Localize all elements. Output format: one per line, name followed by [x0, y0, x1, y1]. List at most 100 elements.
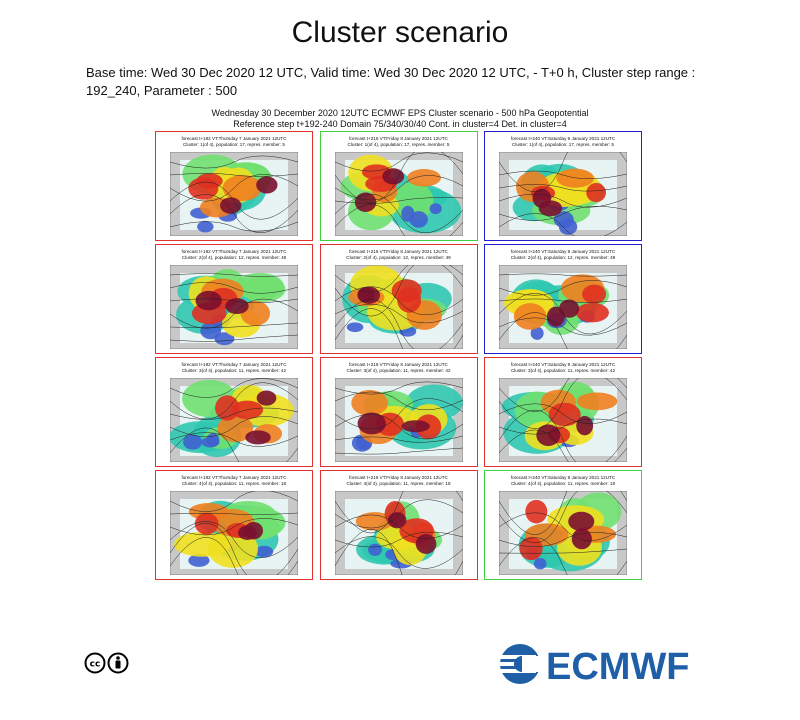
field-shading — [222, 175, 262, 202]
field-shading — [238, 525, 257, 540]
contour — [170, 432, 298, 447]
cluster-panel: forecast t+192 VT:Thursday 7 January 202… — [155, 131, 313, 241]
contour — [170, 194, 298, 233]
panel-caption: forecast t+192 VT:Thursday 7 January 202… — [181, 136, 287, 141]
contour — [170, 298, 298, 303]
contour — [170, 378, 298, 398]
forecast-map — [334, 378, 463, 462]
contour — [499, 512, 627, 541]
contour — [170, 512, 298, 515]
field-shading — [256, 176, 278, 194]
field-shading — [235, 272, 284, 300]
ecmwf-logo: ECMWF — [498, 644, 690, 688]
contour — [170, 181, 298, 220]
contour — [499, 280, 627, 296]
field-shading — [183, 434, 203, 450]
contour — [170, 416, 298, 437]
field-shading — [408, 211, 428, 228]
panel-caption: Cluster: 2(of 4), population: 12, repres… — [510, 255, 616, 260]
field-shading — [256, 390, 277, 406]
field-shading — [350, 390, 388, 416]
field-shading — [582, 284, 607, 304]
contour — [499, 213, 627, 236]
forecast-map — [499, 265, 627, 349]
panel-caption: Cluster: 1(of 4), population: 17, repres… — [512, 142, 614, 147]
contour — [499, 491, 627, 535]
contour — [334, 152, 463, 172]
panel-caption: forecast t+192 VT:Thursday 7 January 202… — [181, 475, 287, 480]
field-shading — [533, 558, 547, 570]
panel-caption: forecast t+240 VT:Saturday 9 January 202… — [510, 136, 616, 141]
field-shading — [548, 402, 581, 427]
figure-title: Wednesday 30 December 2020 12UTC ECMWF E… — [211, 108, 589, 118]
forecast-map — [334, 265, 463, 349]
field-shading — [219, 197, 242, 214]
field-shading — [194, 512, 219, 535]
contour — [499, 548, 627, 554]
field-shading — [525, 499, 548, 524]
contour — [334, 414, 463, 440]
contour — [170, 298, 298, 329]
field-shading — [538, 200, 563, 217]
contour — [334, 435, 463, 443]
forecast-map — [499, 491, 627, 575]
contour — [170, 155, 298, 169]
forecast-map — [499, 378, 627, 462]
contour — [334, 197, 463, 204]
forecast-map — [170, 491, 298, 575]
panel-caption: forecast t+192 VT:Thursday 7 January 202… — [181, 362, 287, 367]
panel-caption: Cluster: 2(of 4), population: 12, repres… — [181, 255, 287, 260]
field-shading — [367, 543, 382, 556]
contour — [170, 174, 298, 202]
panel-caption: forecast t+240 VT:Saturday 9 January 202… — [510, 475, 616, 480]
contour — [334, 304, 463, 324]
contour — [170, 273, 298, 277]
contour — [499, 193, 627, 208]
panel-caption: forecast t+240 VT:Saturday 9 January 202… — [510, 362, 616, 367]
cluster-panel: forecast t+240 VT:Saturday 9 January 202… — [484, 131, 642, 241]
cluster-panel: forecast t+240 VT:Saturday 9 January 202… — [484, 357, 642, 467]
cluster-panel: forecast t+192 VT:Thursday 7 January 202… — [155, 470, 313, 580]
contour — [334, 204, 463, 236]
contour — [170, 537, 298, 575]
contour — [334, 398, 463, 430]
field-shading — [197, 220, 214, 233]
contour — [334, 381, 463, 395]
contour — [334, 308, 463, 349]
cluster-panel: forecast t+216 VT:Friday 8 January 2021 … — [319, 470, 478, 580]
panel-caption: Cluster: 4(of 4), population: 11, repres… — [510, 481, 616, 486]
field-shading — [571, 528, 592, 550]
contour — [334, 265, 463, 317]
field-shading — [429, 203, 442, 215]
panel-caption: forecast t+240 VT:Saturday 9 January 202… — [510, 249, 616, 254]
field-shading — [206, 433, 220, 447]
contour — [499, 293, 627, 335]
field-shading — [513, 303, 547, 330]
cluster-panel: forecast t+216 VT:Friday 8 January 2021 … — [319, 357, 478, 467]
field-shading — [255, 545, 274, 558]
field-shading — [568, 511, 595, 532]
field-shading — [217, 414, 254, 443]
field-shading — [245, 430, 271, 445]
forecast-map — [170, 152, 298, 236]
contour — [499, 378, 627, 412]
forecast-map — [170, 265, 298, 349]
field-shading — [346, 322, 363, 332]
contour — [334, 536, 463, 569]
contour — [499, 410, 627, 462]
cluster-panel: forecast t+216 VT:Friday 8 January 2021 … — [319, 131, 478, 241]
forecast-map — [334, 152, 463, 236]
contour — [499, 152, 627, 192]
contour — [334, 531, 463, 548]
field-shading — [536, 424, 561, 447]
logo-text: ECMWF — [546, 646, 690, 688]
contour — [499, 537, 627, 575]
field-shading — [558, 218, 578, 235]
field-shading — [530, 326, 544, 340]
contour — [170, 427, 298, 462]
contour — [170, 322, 298, 328]
contour — [334, 529, 463, 575]
cc-license-icon: cc — [84, 652, 129, 674]
contour — [170, 523, 298, 575]
